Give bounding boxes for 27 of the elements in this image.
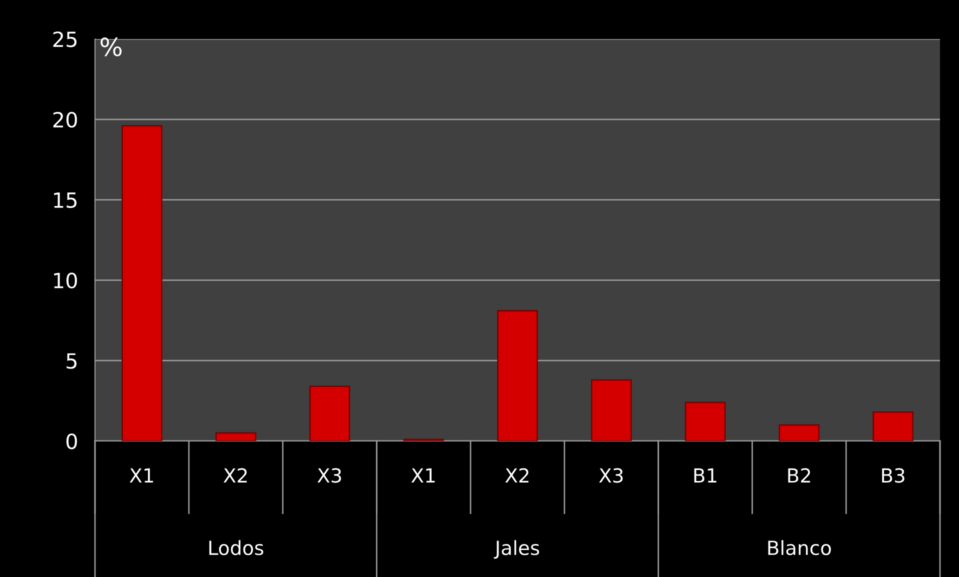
text: Blanco [768, 540, 831, 556]
bar [309, 386, 350, 441]
x-tick-label: B3 [882, 468, 904, 483]
y-tick-label: 5 [66, 353, 77, 369]
bar [590, 379, 632, 441]
bar [872, 411, 914, 441]
y-tick-label: 0 [66, 433, 77, 450]
bar [122, 125, 162, 441]
y-tick-label: 15 [54, 192, 77, 208]
bar [497, 310, 538, 441]
x-tick-label: B1 [694, 468, 716, 483]
x-tick-label: X2 [224, 468, 247, 483]
x-tick-label: B2 [788, 468, 810, 483]
text: Lodos [209, 540, 264, 556]
x-tick-label: X2 [505, 468, 528, 483]
x-tick-label: X1 [411, 468, 435, 483]
bar [684, 402, 726, 441]
y-axis-title: % [100, 37, 122, 56]
y-tick-label: 25 [53, 31, 77, 48]
x-tick-label: X3 [599, 468, 623, 483]
y-tick-label: 10 [54, 272, 77, 288]
y-tick-label: 20 [53, 112, 77, 128]
text: Jales [494, 540, 540, 559]
bar [778, 424, 820, 441]
x-tick-label: X1 [130, 468, 153, 483]
bar [215, 432, 256, 441]
x-tick-label: X3 [317, 468, 342, 483]
